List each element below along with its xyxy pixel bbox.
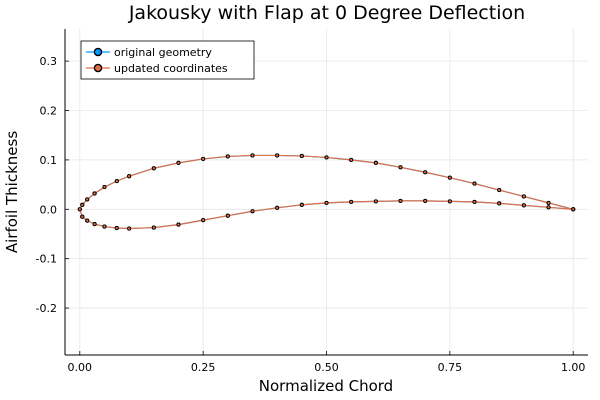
data-point xyxy=(225,213,230,218)
data-point xyxy=(201,218,206,223)
data-point xyxy=(571,207,576,212)
data-point xyxy=(102,185,107,190)
data-point xyxy=(127,226,132,231)
legend-marker-original-geometry xyxy=(93,47,103,57)
x-tick-label: 0.50 xyxy=(314,361,339,374)
data-point xyxy=(324,200,329,205)
legend-label-updated-coordinates: updated coordinates xyxy=(114,62,228,75)
data-point xyxy=(447,199,452,204)
data-point xyxy=(521,194,526,199)
data-point xyxy=(497,201,502,206)
data-point xyxy=(521,203,526,208)
data-series xyxy=(77,153,576,231)
y-tick-label: -0.1 xyxy=(36,253,57,266)
data-point xyxy=(176,222,181,227)
y-tick-label: -0.2 xyxy=(36,302,57,315)
data-point xyxy=(423,170,428,175)
data-point xyxy=(472,181,477,186)
data-point xyxy=(546,200,551,205)
y-tick-label: 0.2 xyxy=(40,105,58,118)
legend-box xyxy=(80,40,255,80)
x-tick-label: 0.25 xyxy=(191,361,216,374)
x-axis-title: Normalized Chord xyxy=(259,377,393,395)
tick-labels: 0.00 0.25 0.50 0.75 1.00 -0.2 -0.1 0.0 0.1 0.2 0.3 xyxy=(36,55,586,374)
data-point xyxy=(176,160,181,165)
legend-marker-updated-coordinates xyxy=(93,63,103,73)
data-point xyxy=(102,224,107,229)
data-point xyxy=(151,225,156,230)
data-point xyxy=(398,165,403,170)
series-updated-coordinates xyxy=(77,153,576,231)
x-tick-label: 1.00 xyxy=(561,361,586,374)
chart-title: Jakousky with Flap at 0 Degree Deflectio… xyxy=(128,2,525,24)
legend-label-original-geometry: original geometry xyxy=(114,46,212,59)
data-point xyxy=(114,179,119,184)
data-point xyxy=(349,199,354,204)
data-point xyxy=(275,205,280,210)
data-point xyxy=(85,218,90,223)
data-point xyxy=(250,209,255,214)
data-point xyxy=(201,156,206,161)
data-point xyxy=(225,154,230,159)
data-point xyxy=(472,199,477,204)
grid-lines xyxy=(65,29,588,355)
x-tick-label: 0.00 xyxy=(68,361,93,374)
data-point xyxy=(497,187,502,193)
y-tick-label: 0.3 xyxy=(40,55,58,68)
data-point xyxy=(447,175,452,180)
data-point xyxy=(151,166,156,171)
data-point xyxy=(324,155,329,160)
legend: original geometry updated coordinates xyxy=(80,40,255,80)
data-point xyxy=(275,153,280,158)
data-point xyxy=(80,202,85,207)
data-point xyxy=(80,214,85,219)
data-point xyxy=(299,153,304,158)
data-point xyxy=(373,199,378,204)
data-point xyxy=(92,191,97,196)
data-point xyxy=(299,202,304,207)
data-point xyxy=(114,226,119,231)
y-axis-title: Airfoil Thickness xyxy=(3,131,21,253)
data-point xyxy=(85,197,90,202)
data-point xyxy=(77,207,82,212)
data-point xyxy=(373,160,378,165)
data-point xyxy=(423,198,428,203)
x-tick-label: 0.75 xyxy=(438,361,463,374)
data-point xyxy=(127,174,132,179)
data-point xyxy=(546,205,551,210)
y-tick-label: 0.0 xyxy=(40,203,58,216)
data-point xyxy=(349,157,354,162)
data-point xyxy=(250,153,255,158)
data-point xyxy=(92,222,97,227)
y-tick-label: 0.1 xyxy=(40,154,58,167)
data-point xyxy=(398,198,403,203)
